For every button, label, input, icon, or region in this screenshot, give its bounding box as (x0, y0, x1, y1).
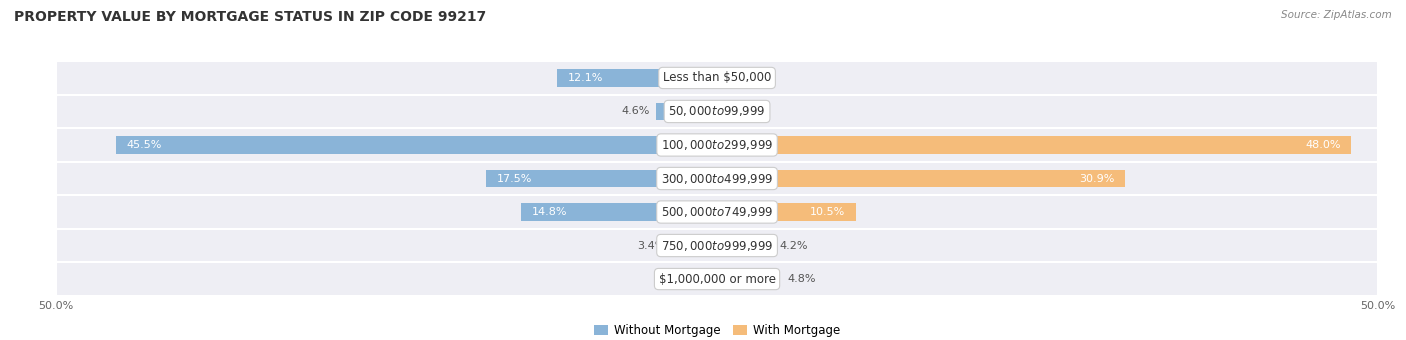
Bar (672, 237, 717, 254)
Text: $750,000 to $999,999: $750,000 to $999,999 (661, 239, 773, 253)
FancyBboxPatch shape (56, 61, 1378, 95)
Bar (115, 136, 717, 154)
FancyBboxPatch shape (56, 95, 1378, 128)
Bar (717, 103, 735, 120)
Text: 45.5%: 45.5% (127, 140, 162, 150)
FancyBboxPatch shape (56, 262, 1378, 296)
Text: 17.5%: 17.5% (496, 173, 531, 184)
Bar (557, 69, 717, 87)
Text: PROPERTY VALUE BY MORTGAGE STATUS IN ZIP CODE 99217: PROPERTY VALUE BY MORTGAGE STATUS IN ZIP… (14, 10, 486, 24)
Bar (717, 136, 1351, 154)
Text: Less than $50,000: Less than $50,000 (662, 71, 772, 84)
Text: 4.2%: 4.2% (779, 240, 807, 251)
Bar (688, 270, 717, 288)
Bar (522, 203, 717, 221)
Text: $300,000 to $499,999: $300,000 to $499,999 (661, 171, 773, 186)
Text: 10.5%: 10.5% (810, 207, 845, 217)
FancyBboxPatch shape (56, 162, 1378, 195)
Text: $1,000,000 or more: $1,000,000 or more (658, 273, 776, 286)
Text: 1.4%: 1.4% (742, 106, 770, 117)
Text: Source: ZipAtlas.com: Source: ZipAtlas.com (1281, 10, 1392, 20)
Bar (717, 170, 1125, 187)
Text: $50,000 to $99,999: $50,000 to $99,999 (668, 104, 766, 118)
Bar (717, 203, 856, 221)
Text: 2.2%: 2.2% (652, 274, 682, 284)
Text: 0.2%: 0.2% (727, 73, 755, 83)
FancyBboxPatch shape (56, 195, 1378, 229)
Bar (717, 69, 720, 87)
Text: 14.8%: 14.8% (531, 207, 568, 217)
FancyBboxPatch shape (56, 229, 1378, 262)
Text: 12.1%: 12.1% (568, 73, 603, 83)
Text: 30.9%: 30.9% (1080, 173, 1115, 184)
Text: 4.8%: 4.8% (787, 274, 815, 284)
Bar (717, 270, 780, 288)
Text: 4.6%: 4.6% (621, 106, 650, 117)
Text: $500,000 to $749,999: $500,000 to $749,999 (661, 205, 773, 219)
Text: $100,000 to $299,999: $100,000 to $299,999 (661, 138, 773, 152)
Legend: Without Mortgage, With Mortgage: Without Mortgage, With Mortgage (589, 319, 845, 340)
Text: 3.4%: 3.4% (637, 240, 665, 251)
Bar (717, 237, 772, 254)
Bar (486, 170, 717, 187)
Text: 48.0%: 48.0% (1305, 140, 1341, 150)
Bar (657, 103, 717, 120)
FancyBboxPatch shape (56, 128, 1378, 162)
